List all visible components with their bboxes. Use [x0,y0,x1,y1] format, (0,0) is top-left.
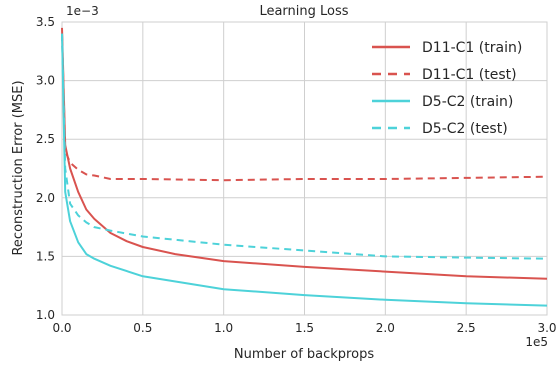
y-tick-label: 2.5 [36,132,55,146]
legend-label: D11-C1 (test) [422,67,517,83]
x-multiplier: 1e5 [525,335,548,349]
y-tick-label: 3.0 [36,74,55,88]
y-tick-label: 1.5 [36,249,55,263]
series-group [61,27,548,307]
y-axis-label: Reconstruction Error (MSE) [11,80,26,255]
x-tick-label: 2.5 [457,321,476,335]
y-tick-labels: 1.0 1.5 2.0 2.5 3.0 3.5 [36,15,55,322]
y-tick-label: 3.5 [36,15,55,29]
x-tick-labels: 0.0 0.5 1.0 1.5 2.0 2.5 3.0 [52,321,556,335]
legend-label: D11-C1 (train) [422,40,522,56]
series-line-1 [61,33,548,182]
x-tick-label: 1.5 [295,321,314,335]
x-tick-label: 1.0 [214,321,233,335]
series-line-0 [61,27,548,280]
chart-title: Learning Loss [259,4,348,19]
x-tick-label: 3.0 [537,321,556,335]
y-tick-label: 1.0 [36,308,55,322]
legend: D11-C1 (train) D11-C1 (test) D5-C2 (train)… [372,40,522,137]
series-line-3 [61,33,548,260]
series-line-2 [61,33,548,307]
legend-label: D5-C2 (test) [422,121,508,137]
x-tick-label: 0.5 [133,321,152,335]
x-tick-label: 0.0 [52,321,71,335]
gridlines [61,21,548,316]
x-tick-label: 2.0 [376,321,395,335]
y-multiplier: 1e−3 [66,4,99,18]
x-axis-label: Number of backprops [234,347,374,362]
legend-label: D5-C2 (train) [422,94,513,110]
y-tick-label: 2.0 [36,191,55,205]
